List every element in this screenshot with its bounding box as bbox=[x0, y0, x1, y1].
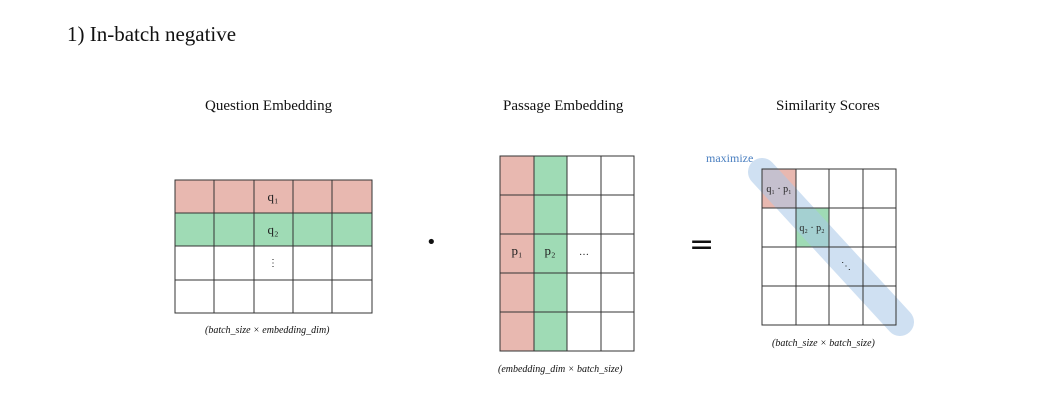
question-row-1-label: q₁ bbox=[267, 189, 278, 204]
passage-col-2-fill bbox=[534, 156, 567, 351]
passage-col-ellipsis: … bbox=[579, 247, 589, 258]
question-row-1-fill bbox=[175, 180, 372, 213]
maximize-annotation: maximize bbox=[706, 151, 754, 165]
passage-embedding-label: Passage Embedding bbox=[503, 98, 624, 114]
passage-col-1-fill bbox=[500, 156, 534, 351]
question-row-2-label: q₂ bbox=[267, 222, 278, 237]
equals-operator: = bbox=[689, 227, 715, 262]
question-row-2-fill bbox=[175, 213, 372, 246]
passage-dims: (embedding_dim × batch_size) bbox=[498, 364, 623, 375]
similarity-scores-label: Similarity Scores bbox=[776, 98, 880, 114]
dot-operator: • bbox=[426, 232, 437, 253]
similarity-cell-22-label: q₂ · p₂ bbox=[799, 223, 824, 234]
question-row-ellipsis: ⋮ bbox=[268, 258, 278, 269]
similarity-diag-ellipsis: ⋱ bbox=[841, 261, 851, 272]
passage-col-2-label: p₂ bbox=[544, 243, 555, 258]
page-title: 1) In-batch negative bbox=[67, 22, 237, 46]
question-matrix: q₁ q₂ ⋮ bbox=[174, 179, 373, 314]
similarity-cell-11-label: q₁ · p₁ bbox=[766, 184, 791, 195]
passage-col-1-label: p₁ bbox=[511, 243, 522, 258]
question-embedding-label: Question Embedding bbox=[205, 98, 333, 114]
passage-matrix: p₁ p₂ … bbox=[499, 155, 635, 352]
question-dims: (batch_size × embedding_dim) bbox=[205, 325, 330, 336]
similarity-dims: (batch_size × batch_size) bbox=[772, 338, 875, 349]
similarity-matrix: q₁ · p₁ q₂ · p₂ ⋱ bbox=[748, 158, 914, 336]
